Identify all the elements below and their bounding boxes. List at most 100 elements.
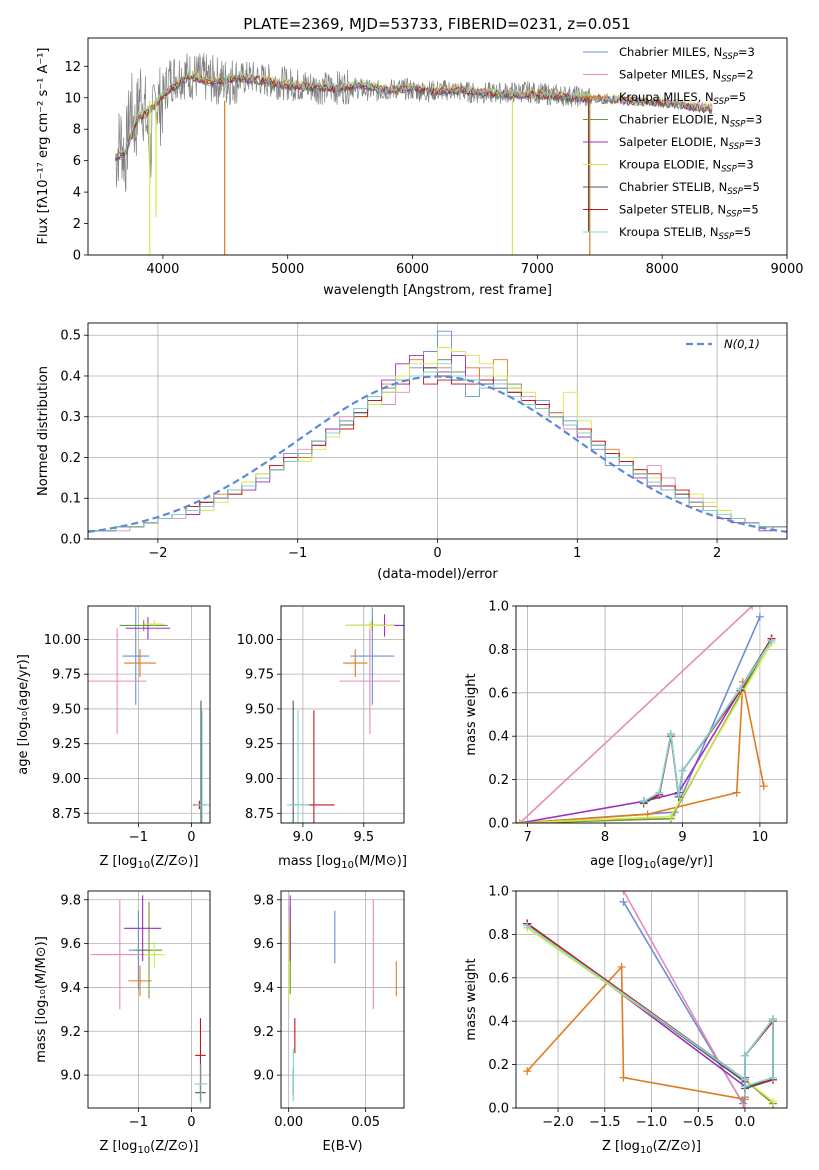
weight-marker bbox=[619, 891, 628, 895]
weight-marker bbox=[619, 1073, 628, 1082]
x-tick-label: 0.05 bbox=[351, 1115, 380, 1130]
histogram-step bbox=[88, 363, 787, 539]
x-tick-label: 9 bbox=[678, 830, 686, 845]
axes-age_vs_mass: 9.0 9.5 8.75 9.00 9.25 9.50 9.75 10.00 mass [log… bbox=[237, 605, 407, 871]
y-tick-label: 9.2 bbox=[253, 1025, 274, 1040]
weight-marker bbox=[768, 1097, 777, 1106]
legend-label: Chabrier MILES, NSSP=3 bbox=[619, 45, 755, 62]
x-tick-label: 6000 bbox=[396, 262, 429, 277]
y-tick-label: 0.4 bbox=[488, 730, 509, 745]
x-tick-label: 0.0 bbox=[735, 1115, 756, 1130]
y-tick-label: 0.2 bbox=[488, 773, 509, 788]
y-tick-label: 0.0 bbox=[60, 533, 81, 548]
axes-weight_vs_age: 7 8 9 10 0.0 0.2 0.4 0.6 0.8 1.0 age [log10(age/yr… bbox=[464, 600, 788, 871]
weight-line bbox=[526, 964, 746, 1101]
legend-label: Salpeter STELIB, NSSP=5 bbox=[619, 203, 759, 220]
weight-marker bbox=[639, 797, 648, 806]
x-tick-label: −1 bbox=[129, 1115, 148, 1130]
y-tick-label: 9.25 bbox=[52, 737, 81, 752]
y-tick-label: 0.8 bbox=[488, 928, 509, 943]
weight-marker bbox=[732, 788, 741, 797]
y-tick-label: 0.2 bbox=[60, 451, 81, 466]
y-tick-label: 0.5 bbox=[60, 329, 81, 344]
y-tick-label: 9.6 bbox=[60, 937, 81, 952]
weight-marker bbox=[768, 1073, 777, 1082]
weight-marker bbox=[678, 766, 687, 775]
weight-marker bbox=[740, 1095, 749, 1104]
weight-line bbox=[519, 638, 773, 823]
axes-border bbox=[87, 37, 788, 256]
x-tick-label: 2 bbox=[713, 546, 721, 561]
y-tick-label: 9.50 bbox=[245, 702, 274, 717]
x-tick-label: 0 bbox=[187, 1115, 195, 1130]
errorbars bbox=[288, 895, 397, 1102]
y-tick-label: 9.8 bbox=[60, 893, 81, 908]
y-axis-label: Normed distribution bbox=[36, 366, 51, 496]
weight-marker bbox=[516, 819, 524, 823]
y-tick-label: 0.2 bbox=[488, 1058, 509, 1073]
x-axis-label: wavelength [Angstrom, rest frame] bbox=[323, 283, 552, 298]
y-axis-label: age [log₁₀(age/yr)] bbox=[16, 654, 31, 775]
figure-title: PLATE=2369, MJD=53733, FIBERID=0231, z=0… bbox=[243, 15, 630, 33]
y-tick-label: 6 bbox=[73, 154, 81, 169]
x-tick-label: −1 bbox=[288, 546, 307, 561]
axes-border bbox=[515, 605, 788, 824]
y-tick-label: 0.1 bbox=[60, 492, 81, 507]
x-axis-label: Z [log10(Z/Z⊙)] bbox=[100, 1139, 199, 1156]
y-tick-label: 0.6 bbox=[488, 971, 509, 986]
y-tick-label: 9.0 bbox=[253, 1069, 274, 1084]
weight-marker bbox=[523, 1067, 532, 1076]
x-tick-label: 7 bbox=[523, 830, 531, 845]
x-tick-label: 7000 bbox=[521, 262, 554, 277]
model-line bbox=[115, 71, 713, 158]
y-tick-label: 9.75 bbox=[52, 668, 81, 683]
x-tick-label: 9.0 bbox=[293, 830, 314, 845]
axes-border bbox=[87, 605, 211, 824]
y-axis-label: mass [log₁₀(M/M⊙)] bbox=[34, 936, 49, 1063]
weight-marker bbox=[666, 730, 675, 739]
y-axis-label: Flux [fλ10⁻¹⁷ erg cm⁻² s⁻¹ A⁻¹] bbox=[36, 48, 51, 245]
legend-label: Salpeter MILES, NSSP=2 bbox=[619, 68, 754, 85]
legend-label: Chabrier STELIB, NSSP=5 bbox=[619, 180, 760, 197]
y-tick-label: 0.8 bbox=[488, 643, 509, 658]
x-tick-label: −2.0 bbox=[542, 1115, 574, 1130]
x-tick-label: −2 bbox=[148, 546, 167, 561]
x-tick-label: −1.5 bbox=[589, 1115, 621, 1130]
axes-mass_vs_ebv: 0.00 0.05 9.0 9.2 9.4 9.6 9.8 E(B-V) bbox=[253, 890, 405, 1154]
legend-label: Kroupa ELODIE, NSSP=3 bbox=[619, 158, 754, 175]
weight-marker bbox=[768, 1015, 777, 1024]
y-tick-label: 9.75 bbox=[245, 668, 274, 683]
x-tick-label: 9000 bbox=[770, 262, 803, 277]
axes-border bbox=[87, 890, 211, 1109]
legend-label: N(0,1) bbox=[724, 337, 760, 351]
y-tick-label: 10 bbox=[64, 91, 81, 106]
y-tick-label: 0.3 bbox=[60, 410, 81, 425]
y-tick-label: 8 bbox=[73, 123, 81, 138]
y-tick-label: 9.8 bbox=[253, 893, 274, 908]
x-axis-label: Z [log10(Z/Z⊙)] bbox=[100, 854, 199, 871]
weight-marker bbox=[740, 1082, 749, 1091]
x-tick-label: 0.00 bbox=[274, 1115, 303, 1130]
y-tick-label: 9.00 bbox=[245, 772, 274, 787]
y-tick-label: 0 bbox=[73, 249, 81, 264]
y-tick-label: 1.0 bbox=[488, 885, 509, 900]
x-tick-label: 9.5 bbox=[353, 830, 374, 845]
y-tick-label: 9.6 bbox=[253, 937, 274, 952]
legend-label: Chabrier ELODIE, NSSP=3 bbox=[619, 113, 762, 130]
y-tick-label: 2 bbox=[73, 217, 81, 232]
x-tick-label: 4000 bbox=[146, 262, 179, 277]
weight-marker bbox=[666, 812, 675, 821]
x-tick-label: 8 bbox=[601, 830, 609, 845]
y-tick-label: 9.4 bbox=[253, 981, 274, 996]
y-axis-label: mass weight bbox=[464, 958, 479, 1040]
y-tick-label: 0.4 bbox=[488, 1015, 509, 1030]
weight-marker bbox=[740, 1104, 749, 1108]
weight-marker bbox=[767, 636, 776, 645]
axes-border bbox=[280, 890, 405, 1109]
y-axis-label: mass weight bbox=[464, 673, 479, 755]
weight-marker bbox=[655, 788, 664, 797]
errorbars bbox=[90, 895, 208, 1104]
axes-residuals: N(0,1) −2 −1 0 1 2 0.0 0.1 0.2 0.3 0.4 0.5 (data-mod… bbox=[36, 322, 788, 582]
weight-line bbox=[519, 606, 753, 823]
x-tick-label: −1.0 bbox=[636, 1115, 668, 1130]
